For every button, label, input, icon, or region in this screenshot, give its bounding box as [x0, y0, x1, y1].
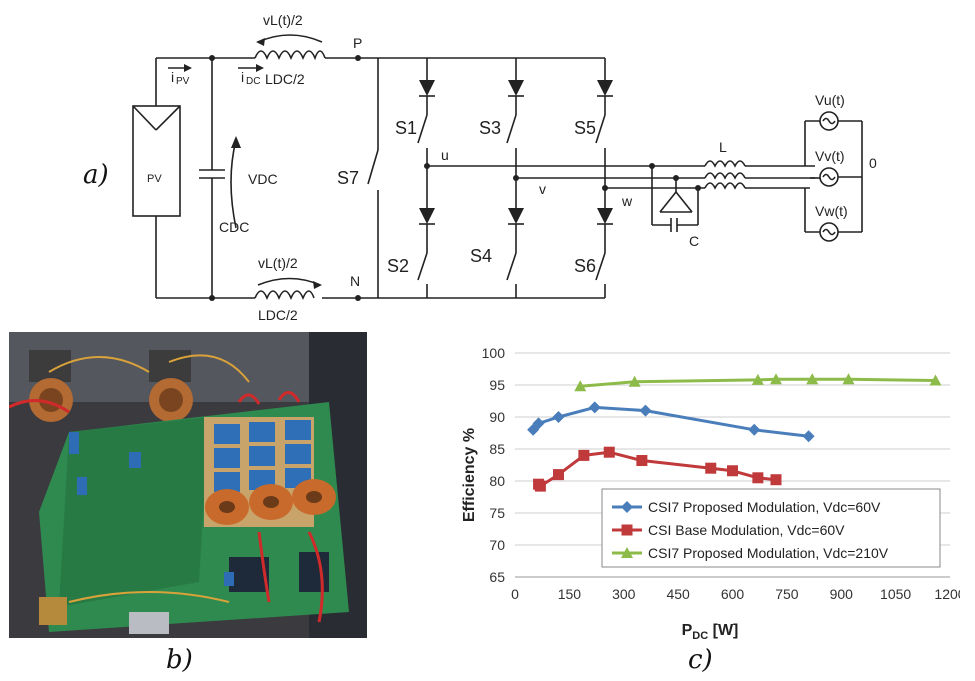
y-tick-label: 90	[489, 409, 505, 425]
inductor-top	[255, 51, 325, 58]
s7-label: S7	[337, 168, 359, 188]
y-tick-label: 85	[489, 441, 505, 457]
node-p-label: P	[353, 35, 362, 51]
s2-label: S2	[387, 256, 409, 276]
pv-label: PV	[147, 173, 162, 185]
chart-legend: CSI7 Proposed Modulation, Vdc=60V CSI Bas…	[602, 489, 940, 567]
data-point	[771, 474, 782, 485]
y-tick-label: 80	[489, 473, 505, 489]
vw-label: Vw(t)	[815, 203, 848, 219]
x-axis-label: PDC [W]	[682, 622, 739, 642]
ipv-sub: PV	[176, 76, 190, 87]
ldc-bottom-label: LDC/2	[258, 307, 298, 323]
x-tick-label: 600	[721, 586, 745, 602]
s6-label: S6	[574, 256, 596, 276]
data-point	[535, 481, 546, 492]
y-tick-label: 100	[482, 345, 506, 361]
s4-label: S4	[470, 246, 492, 266]
x-tick-label: 300	[612, 586, 636, 602]
data-point	[553, 469, 564, 480]
data-point	[553, 411, 565, 423]
vl-bottom-label: vL(t)/2	[258, 255, 298, 271]
legend-label: CSI7 Proposed Modulation, Vdc=60V	[648, 499, 881, 515]
cdc-label: CDC	[219, 219, 249, 235]
vl-top-label: vL(t)/2	[263, 12, 303, 28]
data-point	[604, 447, 615, 458]
node-v-label: v	[539, 181, 546, 197]
panel-label-b: b)	[166, 645, 193, 675]
data-point	[748, 424, 760, 436]
x-tick-label: 750	[775, 586, 799, 602]
node-u-label: u	[441, 147, 449, 163]
data-point	[803, 430, 815, 442]
circuit-schematic: PV i PV i DC vL(t)/2 vL(t)/2 LDC/2 LDC/2…	[0, 0, 975, 330]
prototype-photo	[9, 332, 367, 638]
s1-label: S1	[395, 118, 417, 138]
x-tick-label: 0	[511, 586, 519, 602]
data-point	[752, 472, 763, 483]
s5-label: S5	[574, 118, 596, 138]
data-point	[705, 463, 716, 474]
data-point	[589, 401, 601, 413]
y-tick-label: 70	[489, 537, 505, 553]
data-point	[636, 455, 647, 466]
legend-label: CSI Base Modulation, Vdc=60V	[648, 522, 845, 538]
idc-sub: DC	[246, 76, 260, 87]
panel-label-c: c)	[688, 645, 713, 675]
node-n-label: N	[350, 273, 360, 289]
idc-label: i	[241, 69, 244, 85]
ldc-top-label: LDC/2	[265, 71, 305, 87]
y-tick-label: 75	[489, 505, 505, 521]
series-line	[533, 407, 809, 436]
x-tick-label: 450	[666, 586, 690, 602]
pv-module	[133, 106, 180, 216]
node-w-label: w	[621, 193, 633, 209]
neutral-label: 0	[869, 155, 877, 171]
x-tick-label: 900	[830, 586, 854, 602]
efficiency-chart: 65 70 75 80 85 90 95 100 0 150 300 450 600 750 900 1050…	[440, 335, 960, 645]
filter-l-label: L	[719, 139, 727, 155]
y-axis-label: Efficiency %	[461, 428, 478, 522]
vv-label: Vv(t)	[815, 148, 845, 164]
x-tick-label: 1050	[880, 586, 911, 602]
s3-label: S3	[479, 118, 501, 138]
x-tick-label: 1200	[934, 586, 960, 602]
x-tick-label: 150	[558, 586, 582, 602]
data-point	[622, 525, 633, 536]
vdc-label: VDC	[248, 171, 278, 187]
ipv-label: i	[171, 69, 174, 85]
vu-label: Vu(t)	[815, 92, 845, 108]
data-point	[578, 450, 589, 461]
data-point	[727, 465, 738, 476]
y-tick-label: 95	[489, 377, 505, 393]
legend-label: CSI7 Proposed Modulation, Vdc=210V	[648, 545, 889, 561]
data-point	[640, 405, 652, 417]
filter-c-label: C	[689, 233, 699, 249]
inductor-bottom	[255, 291, 314, 298]
y-tick-label: 65	[489, 569, 505, 585]
